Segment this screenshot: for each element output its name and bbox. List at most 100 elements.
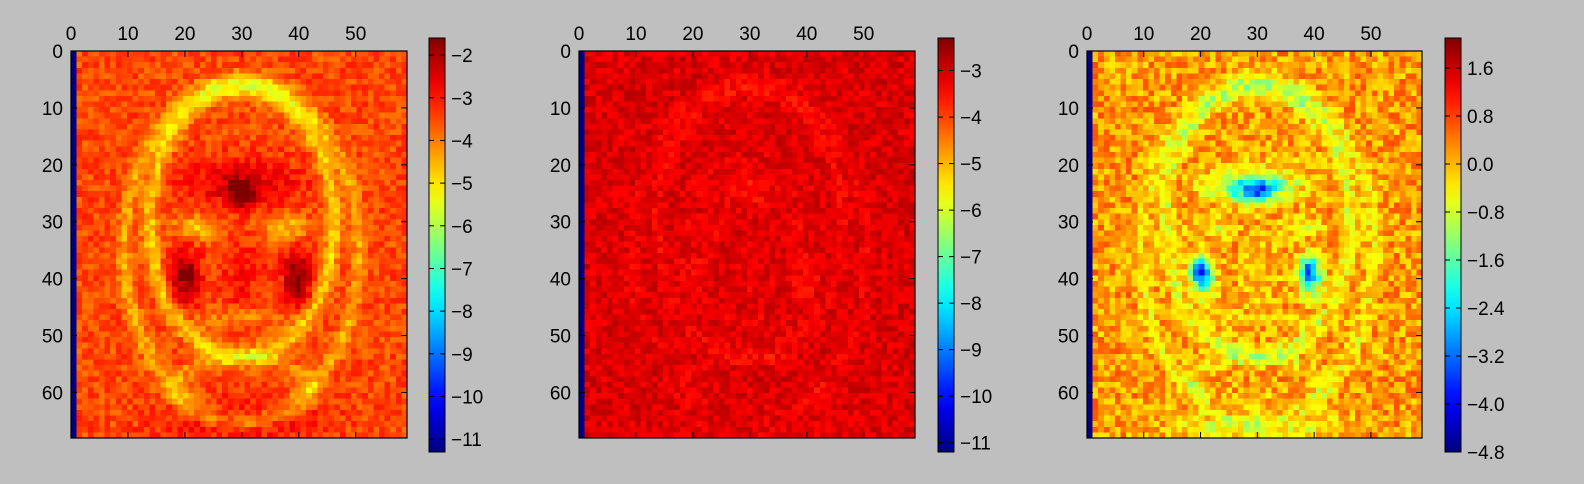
heatmap-cell [278,129,285,136]
heatmap-cell [362,51,369,58]
heatmap-cell [362,62,369,69]
heatmap-cell [311,247,318,254]
heatmap-cell [87,297,94,304]
heatmap-cell [339,381,346,389]
heatmap-cell [278,409,285,417]
heatmap-cell [199,275,206,282]
heatmap-cell [836,79,843,86]
heatmap-cell [183,79,190,86]
heatmap-cell [283,112,290,119]
heatmap-cell [758,101,765,108]
heatmap-cell [143,202,150,209]
heatmap-cell [395,309,402,316]
heatmap-cell [306,224,313,232]
heatmap-cell [702,95,709,103]
heatmap-cell [306,95,313,103]
heatmap-cell [244,297,251,304]
heatmap-cell [183,112,190,119]
heatmap-cell [367,353,374,361]
heatmap-cell [160,297,167,304]
heatmap-cell [222,393,229,400]
heatmap-cell [99,118,106,125]
heatmap-cell [373,157,380,164]
heatmap-cell [138,241,145,248]
heatmap-cell [786,112,793,119]
heatmap-cell [127,314,134,321]
heatmap-cell [110,168,117,175]
heatmap-cell [283,398,290,405]
heatmap-cell [356,252,363,260]
heatmap-cell [250,264,257,271]
heatmap-cell [76,320,83,327]
heatmap-cell [339,398,346,405]
heatmap-cell [356,236,363,243]
heatmap-cell [239,90,246,97]
heatmap-cell [295,107,302,114]
heatmap-cell [115,292,122,299]
heatmap-cell [317,303,324,310]
heatmap-cell [814,73,821,80]
heatmap-cell [803,67,810,75]
heatmap-cell [735,56,742,63]
heatmap-cell [384,101,391,108]
heatmap-cell [211,67,218,75]
heatmap-cell [244,219,251,226]
heatmap-cell [166,432,173,439]
heatmap-cell [194,432,201,439]
heatmap-cell [115,118,122,125]
heatmap-cell [216,398,223,405]
heatmap-cell [138,208,145,215]
heatmap-cell [87,409,94,417]
heatmap-cell [267,309,274,316]
heatmap-cell [584,79,591,86]
heatmap-cell [194,353,201,361]
heatmap-cell [255,67,262,75]
heatmap-cell [205,180,212,187]
heatmap-cell [306,247,313,254]
heatmap-cell [194,146,201,153]
heatmap-cell [227,241,234,248]
heatmap-cell [384,135,391,142]
heatmap-cell [199,353,206,361]
heatmap-cell [166,168,173,175]
heatmap-cell [93,101,100,108]
heatmap-cell [93,157,100,164]
heatmap-cell [143,51,150,58]
heatmap-cell [328,140,335,147]
heatmap-cell [612,79,619,86]
heatmap-cell [339,163,346,170]
heatmap-cell [211,426,218,433]
heatmap-cell [814,90,821,97]
heatmap-cell [339,112,346,119]
heatmap-cell [255,241,262,248]
heatmap-cell [892,112,899,119]
heatmap-cell [668,51,675,58]
heatmap-cell [390,79,397,86]
heatmap-cell [99,426,106,433]
heatmap-cell [691,73,698,80]
heatmap-cell [345,219,352,226]
heatmap-cell [334,280,341,288]
heatmap-cell [272,56,279,63]
heatmap-cell [143,432,150,439]
heatmap-cell [99,264,106,271]
heatmap-cell [859,84,866,91]
heatmap-cell [82,224,89,232]
heatmap-cell [328,123,335,131]
heatmap-cell [289,196,296,204]
heatmap-cell [255,112,262,119]
heatmap-cell [730,112,737,119]
heatmap-cell [222,129,229,136]
heatmap-cell [283,135,290,142]
heatmap-cell [227,146,234,153]
heatmap-cell [317,348,324,355]
heatmap-cell [311,73,318,80]
heatmap-cell [601,107,608,114]
heatmap-cell [278,219,285,226]
heatmap-cell [99,331,106,338]
heatmap-cell [127,135,134,142]
heatmap-cell [155,151,162,159]
heatmap-cell [160,426,167,433]
heatmap-cell [166,241,173,248]
heatmap-cell [250,174,257,181]
